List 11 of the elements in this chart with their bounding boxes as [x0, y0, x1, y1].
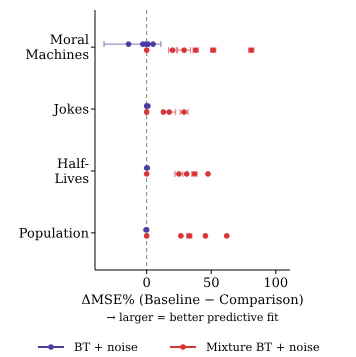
x-tick-label: 100 [263, 276, 288, 291]
y-tick-label: Population [18, 226, 90, 242]
legend-label: Mixture BT + noise [206, 340, 320, 354]
x-axis-title: ΔMSE% (Baseline − Comparison) [81, 293, 304, 308]
x-tick-label: 0 [142, 276, 151, 291]
y-tick-label: Jokes [52, 102, 89, 118]
y-tick-label: Half-Lives [54, 156, 89, 187]
x-tick-label: 50 [202, 276, 220, 291]
text: → larger = better predictive fit [106, 311, 280, 324]
y-tick-label: Moral Machines [25, 33, 89, 64]
legend-label: BT + noise [74, 340, 138, 354]
